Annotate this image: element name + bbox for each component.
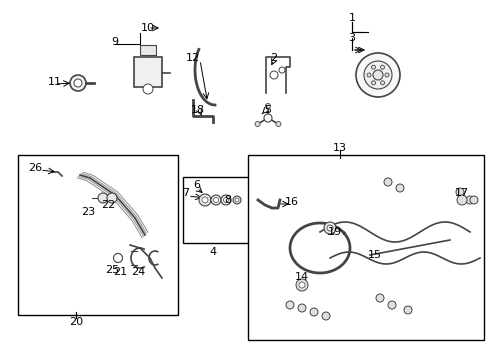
Circle shape <box>363 61 391 89</box>
Text: 17: 17 <box>454 188 468 198</box>
Text: 14: 14 <box>294 272 308 282</box>
Text: 8: 8 <box>224 195 231 205</box>
Circle shape <box>74 79 82 87</box>
Circle shape <box>235 198 239 202</box>
Circle shape <box>142 84 153 94</box>
Text: 20: 20 <box>69 317 83 327</box>
Circle shape <box>383 178 391 186</box>
Text: 5: 5 <box>264 105 271 115</box>
Text: 19: 19 <box>327 227 342 237</box>
Text: 13: 13 <box>332 143 346 153</box>
Text: 15: 15 <box>367 250 381 260</box>
Circle shape <box>70 75 86 91</box>
Circle shape <box>275 122 280 126</box>
Circle shape <box>264 114 271 122</box>
Circle shape <box>297 304 305 312</box>
Circle shape <box>355 53 399 97</box>
Bar <box>140 45 156 55</box>
Text: 6: 6 <box>193 180 200 190</box>
Circle shape <box>375 294 383 302</box>
Circle shape <box>309 308 317 316</box>
Text: 25: 25 <box>105 265 119 275</box>
Text: 16: 16 <box>285 197 298 207</box>
Circle shape <box>285 301 293 309</box>
Text: 12: 12 <box>185 53 200 63</box>
Circle shape <box>380 81 384 85</box>
Text: 10: 10 <box>141 23 155 33</box>
Circle shape <box>371 65 375 69</box>
Bar <box>183 177 252 243</box>
Circle shape <box>223 198 228 202</box>
Circle shape <box>395 184 403 192</box>
Circle shape <box>384 73 388 77</box>
Text: 9: 9 <box>111 37 118 47</box>
Circle shape <box>469 196 477 204</box>
Text: 2: 2 <box>270 53 277 63</box>
Circle shape <box>210 195 221 205</box>
Text: 21: 21 <box>113 267 127 277</box>
Text: 4: 4 <box>209 247 216 257</box>
Text: 23: 23 <box>81 207 95 217</box>
Circle shape <box>324 222 335 234</box>
Circle shape <box>202 197 207 203</box>
Text: 7: 7 <box>182 188 189 198</box>
Circle shape <box>403 306 411 314</box>
Circle shape <box>98 193 108 203</box>
Circle shape <box>380 65 384 69</box>
Text: 1: 1 <box>348 13 355 23</box>
Circle shape <box>295 279 307 291</box>
Text: 18: 18 <box>190 105 204 115</box>
Circle shape <box>372 70 382 80</box>
Text: 22: 22 <box>101 200 115 210</box>
Circle shape <box>232 196 241 204</box>
Text: 24: 24 <box>131 267 145 277</box>
Circle shape <box>269 71 278 79</box>
Circle shape <box>321 312 329 320</box>
Bar <box>134 57 162 87</box>
Circle shape <box>371 81 375 85</box>
Circle shape <box>213 198 218 202</box>
Circle shape <box>199 194 210 206</box>
Bar <box>18 155 178 315</box>
Circle shape <box>456 195 466 205</box>
Circle shape <box>387 301 395 309</box>
Circle shape <box>298 282 305 288</box>
Circle shape <box>455 188 463 196</box>
Circle shape <box>255 122 260 126</box>
Circle shape <box>326 225 332 231</box>
Circle shape <box>279 67 285 73</box>
Circle shape <box>113 253 122 262</box>
Bar <box>247 155 483 340</box>
Text: 11: 11 <box>48 77 62 87</box>
Text: 26: 26 <box>28 163 42 173</box>
Circle shape <box>107 193 117 203</box>
Circle shape <box>465 196 473 204</box>
Circle shape <box>265 104 270 108</box>
Circle shape <box>221 195 230 205</box>
Text: 3: 3 <box>348 33 355 43</box>
Circle shape <box>366 73 370 77</box>
